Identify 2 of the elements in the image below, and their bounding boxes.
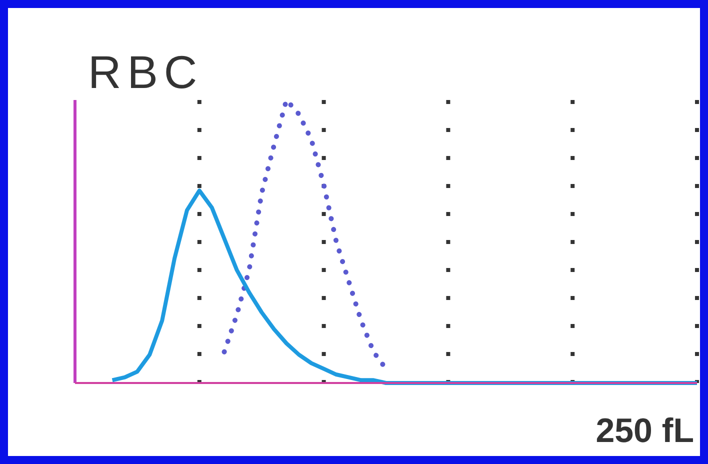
text: 250 fL xyxy=(596,412,694,450)
chart-title: RBC xyxy=(88,46,204,98)
